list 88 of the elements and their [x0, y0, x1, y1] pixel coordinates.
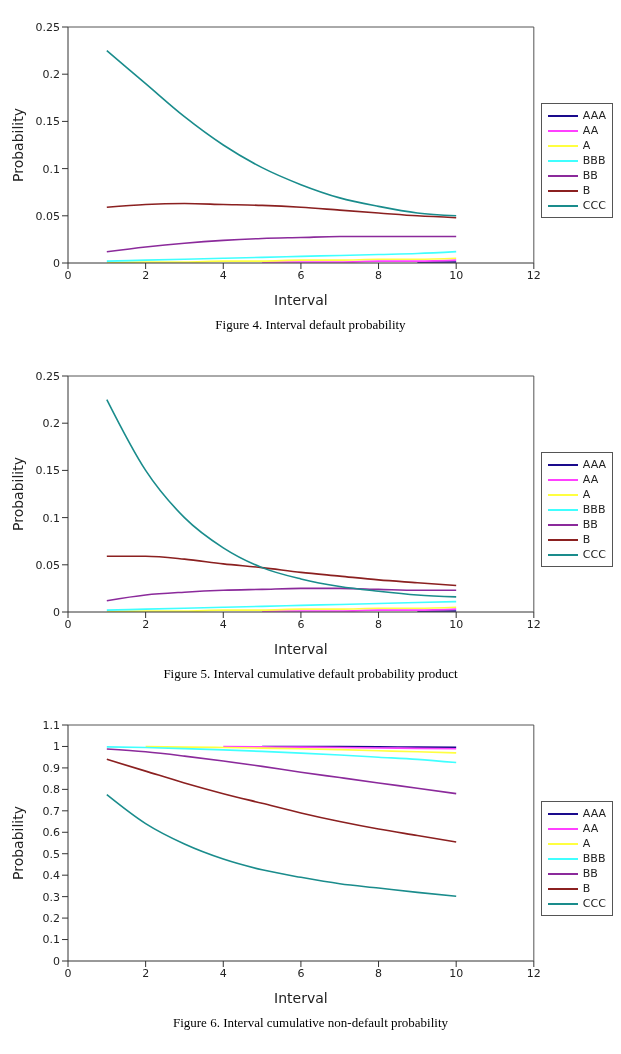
x-tick-label: 0: [64, 966, 72, 980]
x-tick-label: 2: [142, 966, 150, 980]
y-axis-title: Probability: [9, 107, 26, 183]
legend-label: BBB: [582, 154, 606, 167]
y-axis-title: Probability: [9, 805, 26, 881]
x-axis-title: Interval: [274, 292, 328, 308]
x-tick-label: 12: [526, 268, 541, 282]
x-tick-label: 10: [449, 966, 464, 980]
x-tick-label: 4: [219, 617, 227, 631]
y-tick-label: 0.7: [42, 804, 60, 818]
legend-label: AA: [582, 124, 599, 137]
y-tick-label: 0.25: [35, 20, 60, 34]
text: Figure 6. Interval cumulative non-default probability: [171, 1014, 450, 1032]
y-tick-label: 0.9: [42, 761, 60, 775]
legend-label: CCC: [582, 897, 606, 910]
y-tick-label: 1: [53, 740, 60, 754]
x-tick-label: 6: [297, 268, 305, 282]
y-tick-label: 0.05: [35, 558, 60, 572]
x-axis-title: Interval: [274, 990, 328, 1006]
x-tick-label: 6: [297, 617, 305, 631]
text: Figure 5. Interval cumulative default probability product: [162, 665, 459, 683]
legend-label: B: [582, 882, 591, 895]
x-tick-label: 0: [64, 617, 72, 631]
y-tick-label: 0.25: [35, 369, 60, 383]
legend-label: BBB: [582, 503, 606, 516]
line-series: [106, 555, 457, 587]
y-tick-label: 0.1: [42, 933, 60, 947]
legend-label: B: [582, 184, 591, 197]
legend-label: AAA: [582, 109, 606, 122]
legend-label: BBB: [582, 852, 606, 865]
line-series: [106, 49, 457, 217]
x-tick-label: 12: [526, 617, 541, 631]
legend-label: BB: [582, 867, 598, 880]
y-tick-label: 0.2: [42, 417, 60, 431]
legend-label: A: [582, 139, 591, 152]
y-tick-label: 0: [53, 256, 60, 270]
x-tick-label: 10: [449, 268, 464, 282]
legend-label: AAA: [582, 807, 606, 820]
y-tick-label: 0.6: [42, 826, 60, 840]
legend-label: AA: [582, 822, 599, 835]
line-series: [106, 600, 457, 611]
y-tick-label: 0.4: [42, 869, 60, 883]
x-tick-label: 4: [219, 268, 227, 282]
y-tick-label: 0.2: [42, 912, 60, 925]
text: Figure 4. Interval default probability: [214, 316, 407, 334]
legend-label: CCC: [582, 548, 606, 561]
x-tick-label: 8: [375, 268, 383, 282]
line-series: [106, 250, 457, 262]
x-tick-label: 2: [142, 617, 150, 631]
x-axis-title: Interval: [274, 641, 328, 657]
legend-label: CCC: [582, 199, 606, 212]
legend-label: AAA: [582, 458, 606, 471]
legend-label: B: [582, 533, 591, 546]
line-series: [106, 758, 457, 843]
y-tick-label: 0.3: [42, 890, 60, 904]
legend-label: BB: [582, 518, 598, 531]
line-series: [106, 398, 457, 598]
line-series: [106, 202, 457, 219]
x-tick-label: 12: [526, 966, 541, 980]
y-tick-label: 0.05: [35, 209, 60, 223]
y-tick-label: 0.15: [35, 464, 60, 478]
y-tick-label: 0: [53, 954, 60, 968]
legend-label: AA: [582, 473, 599, 486]
legend-label: A: [582, 488, 591, 501]
line-series: [144, 745, 457, 754]
line-series: [106, 235, 457, 253]
x-tick-label: 4: [219, 966, 227, 980]
y-tick-label: 0.1: [42, 162, 60, 176]
line-series: [106, 748, 457, 795]
x-tick-label: 8: [375, 617, 383, 631]
y-axis-title: Probability: [9, 456, 26, 532]
line-series: [106, 793, 457, 898]
y-tick-label: 0.8: [42, 783, 60, 797]
x-tick-label: 0: [64, 268, 72, 282]
x-tick-label: 10: [449, 617, 464, 631]
y-tick-label: 0.5: [42, 847, 60, 861]
x-tick-label: 2: [142, 268, 150, 282]
line-series: [106, 587, 457, 602]
y-tick-label: 0.1: [42, 511, 60, 525]
y-tick-label: 0: [53, 605, 60, 619]
legend-label: BB: [582, 169, 598, 182]
y-tick-label: 0.15: [35, 115, 60, 129]
legend-label: A: [582, 837, 591, 850]
y-tick-label: 1.1: [42, 718, 60, 732]
x-tick-label: 6: [297, 966, 305, 980]
line-series: [106, 746, 457, 764]
x-tick-label: 8: [375, 966, 383, 980]
y-tick-label: 0.2: [42, 68, 60, 82]
